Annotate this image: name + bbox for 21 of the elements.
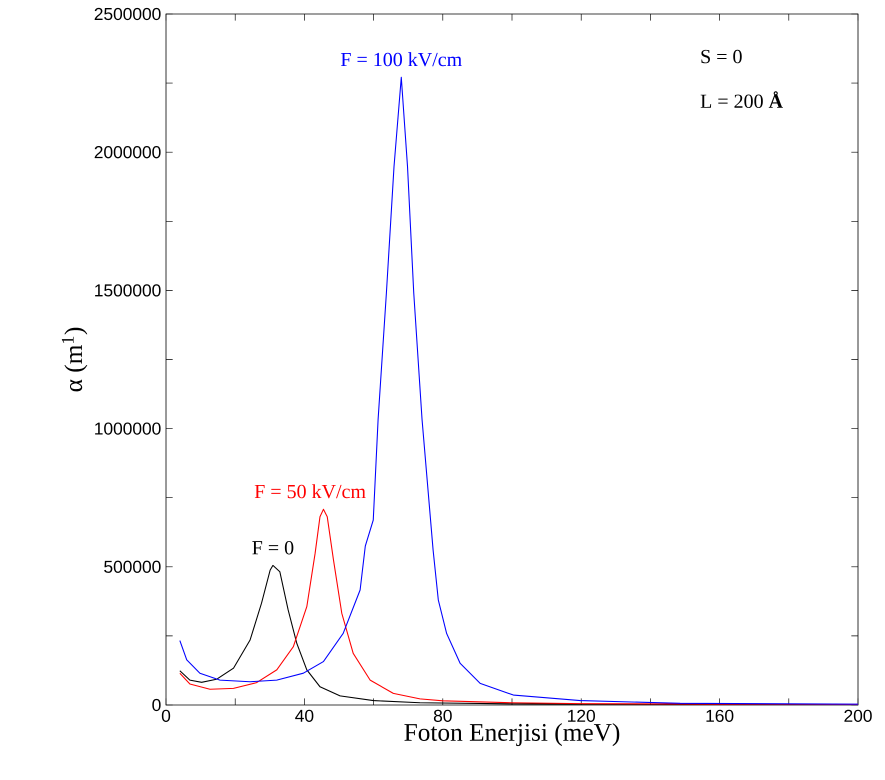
y-axis-title: α (m$^{1}$)	[62, 328, 88, 392]
y-tick-label: 2500000	[94, 8, 161, 20]
series-label: F = 0	[252, 540, 294, 554]
series-label: F = 100 kV/cm	[340, 52, 462, 66]
x-axis-title: Foton Enerjisi (meV)	[404, 723, 620, 746]
x-tick-label: 120	[568, 710, 595, 722]
y-tick-label: 2000000	[94, 146, 161, 158]
annotation: L = 200 Å	[700, 91, 783, 108]
series-label: F = 50 kV/cm	[254, 484, 366, 498]
line-series	[179, 76, 858, 705]
x-tick-label: 200	[844, 710, 872, 722]
line-series	[179, 508, 858, 705]
y-tick-label: 1500000	[95, 284, 161, 297]
x-tick-label: 160	[706, 710, 734, 722]
y-tick-label: 0	[152, 698, 161, 712]
x-tick-label: 40	[295, 710, 314, 722]
annotation: S = 0	[701, 50, 742, 64]
x-tick-label: 80	[434, 710, 452, 722]
y-tick-label: 1000000	[95, 422, 161, 435]
x-tick-label: 0	[162, 710, 170, 722]
y-tick-label: 500000	[104, 560, 161, 573]
